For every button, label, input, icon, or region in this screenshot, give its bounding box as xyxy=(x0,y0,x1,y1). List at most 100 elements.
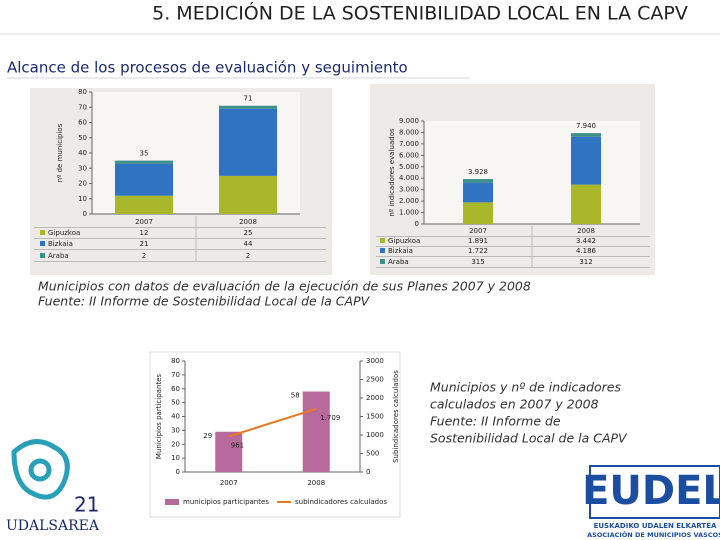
table-cell: 21 xyxy=(140,240,149,248)
y-tick-label: 40 xyxy=(171,413,180,421)
bar-segment xyxy=(115,163,173,196)
y-tick-label: 10 xyxy=(171,454,180,462)
logo-box xyxy=(589,465,720,519)
y2-tick-label: 2500 xyxy=(366,376,384,384)
x-tick-label: 2007 xyxy=(220,479,238,487)
table-cell: 4.186 xyxy=(576,247,597,255)
table-cell: 2 xyxy=(142,252,146,260)
y2-tick-label: 3000 xyxy=(366,357,384,365)
bar-segment xyxy=(219,105,277,109)
table-header: 2008 xyxy=(239,218,257,226)
y-tick-label: 20 xyxy=(78,180,87,188)
legend-swatch xyxy=(40,230,45,235)
y-tick-label: 0 xyxy=(176,468,180,476)
y-tick-label: 60 xyxy=(78,119,87,127)
y2-tick-label: 1000 xyxy=(366,431,384,439)
y-axis-label: nº indicadores evaluados xyxy=(388,128,396,217)
caption: calculados en 2007 y 2008 xyxy=(430,397,599,412)
y2-axis-label: Subindicadores calculados xyxy=(392,370,400,463)
bar-segment xyxy=(571,136,601,185)
logo-subtext: EUSKADIKO UDALEN ELKARTEA xyxy=(594,522,717,530)
y-axis-label: nº de municipios xyxy=(56,123,64,182)
y-tick-label: 70 xyxy=(171,371,180,379)
logo-shape xyxy=(11,439,70,500)
table-header: 2008 xyxy=(577,227,595,235)
caption: Fuente: II Informe de xyxy=(430,414,561,429)
value-label: 1.709 xyxy=(320,414,340,422)
slide-subtitle: Alcance de los procesos de evaluación y … xyxy=(7,59,408,77)
table-header: 2007 xyxy=(469,227,487,235)
page-number: 21 xyxy=(74,493,99,517)
y-tick-label: 20 xyxy=(171,440,180,448)
y-tick-label: 7.000 xyxy=(399,140,419,148)
plot-area xyxy=(424,121,640,224)
legend-swatch xyxy=(380,259,385,264)
y2-tick-label: 1500 xyxy=(366,413,384,421)
y-tick-label: 30 xyxy=(78,164,87,172)
logo-right: EUDEL EUSKADIKO UDALEN ELKARTEA ASOCIACI… xyxy=(582,465,720,539)
bar-segment xyxy=(463,182,493,203)
slide-title: 5. MEDICIÓN DE LA SOSTENIBILIDAD LOCAL E… xyxy=(152,1,688,25)
legend-label: subindicadores calculados xyxy=(295,498,387,506)
y-tick-label: 2.000 xyxy=(399,197,419,205)
table-cell: 3.442 xyxy=(576,237,596,245)
bar xyxy=(215,431,243,472)
y-tick-label: 10 xyxy=(78,195,87,203)
total-label: 7.940 xyxy=(576,122,596,130)
y-tick-label: 3.000 xyxy=(399,186,419,194)
table-cell: 25 xyxy=(244,229,253,237)
y-tick-label: 50 xyxy=(171,399,180,407)
caption: Municipios y nº de indicadores xyxy=(430,380,621,395)
table-cell: 1.891 xyxy=(468,237,488,245)
value-label: 29 xyxy=(203,432,212,440)
x-tick-label: 2008 xyxy=(307,479,325,487)
bar-segment xyxy=(463,202,493,224)
total-label: 3.928 xyxy=(468,168,488,176)
y-tick-label: 9.000 xyxy=(399,117,419,125)
legend-label: Araba xyxy=(388,258,409,266)
bar-segment xyxy=(219,175,277,214)
chart-panel xyxy=(149,351,401,518)
table-cell: 12 xyxy=(140,229,149,237)
logo-text: UDALSAREA xyxy=(6,518,100,534)
y-tick-label: 80 xyxy=(171,357,180,365)
y-tick-label: 80 xyxy=(78,88,87,96)
y2-tick-label: 2000 xyxy=(366,394,384,402)
logo-subtext: ASOCIACIÓN DE MUNICIPIOS VASCOS xyxy=(587,530,720,539)
y2-tick-label: 0 xyxy=(366,468,370,476)
y2-tick-label: 500 xyxy=(366,450,379,458)
legend-swatch xyxy=(40,253,45,258)
total-label: 35 xyxy=(140,150,149,158)
table-cell: 312 xyxy=(579,258,592,266)
legend-swatch xyxy=(40,241,45,246)
legend-label: Bizkaia xyxy=(388,247,413,255)
logo-left: 21 UDALSAREA xyxy=(6,439,100,534)
legend-swatch xyxy=(165,499,179,505)
y-tick-label: 4.000 xyxy=(399,174,419,182)
bar-segment xyxy=(463,179,493,183)
legend-swatch xyxy=(380,238,385,243)
caption: Fuente: II Informe de Sostenibilidad Loc… xyxy=(38,294,371,309)
caption: Municipios con datos de evaluación de la… xyxy=(38,279,531,294)
y-tick-label: 60 xyxy=(171,385,180,393)
bar-segment xyxy=(219,108,277,176)
line xyxy=(228,407,317,438)
y-tick-label: 70 xyxy=(78,103,87,111)
table-header: 2007 xyxy=(135,218,153,226)
table-cell: 2 xyxy=(246,252,250,260)
table-cell: 44 xyxy=(244,240,253,248)
y-tick-label: 0 xyxy=(415,220,419,228)
y-tick-label: 30 xyxy=(171,426,180,434)
legend-label: Bizkaia xyxy=(48,240,73,248)
caption: Sostenibilidad Local de la CAPV xyxy=(430,431,628,446)
y-axis-label: Municipios participantes xyxy=(155,374,163,460)
table-cell: 1.722 xyxy=(468,247,488,255)
total-label: 71 xyxy=(244,95,253,103)
y-tick-label: 1.000 xyxy=(399,209,419,217)
legend-label: Gipuzkoa xyxy=(388,237,420,245)
y-tick-label: 8.000 xyxy=(399,128,419,136)
table-cell: 315 xyxy=(471,258,484,266)
value-label: 58 xyxy=(291,392,300,400)
bar xyxy=(302,391,330,472)
